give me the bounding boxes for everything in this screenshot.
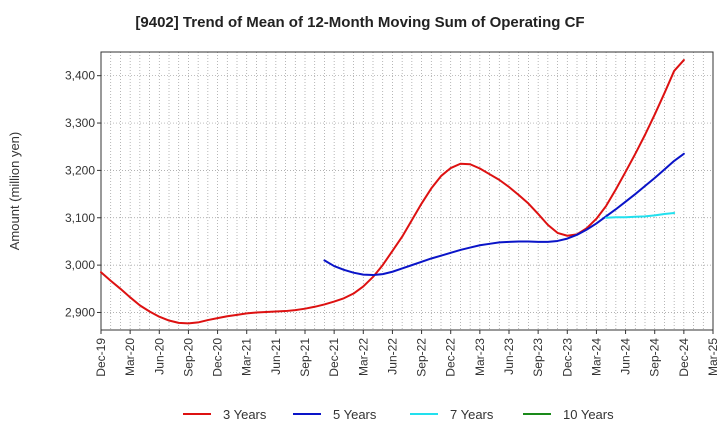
series-line-3-years bbox=[100, 59, 685, 325]
x-tick-label: Sep-21 bbox=[298, 338, 312, 377]
x-tick-label: Mar-23 bbox=[473, 338, 487, 376]
x-tick-label: Mar-21 bbox=[240, 338, 254, 376]
x-tick-label: Jun-20 bbox=[152, 338, 166, 375]
x-tick-label: Mar-22 bbox=[356, 338, 370, 376]
plot-frame bbox=[100, 51, 714, 331]
x-tick-label: Sep-24 bbox=[648, 338, 662, 377]
y-tick-label: 2,900 bbox=[65, 305, 95, 319]
legend-label: 10 Years bbox=[563, 407, 614, 422]
x-tick-label: Dec-23 bbox=[560, 338, 574, 377]
series-line-7-years bbox=[605, 212, 676, 219]
series-lines bbox=[100, 59, 685, 325]
x-tick-label: Dec-19 bbox=[94, 338, 108, 377]
x-tick-label: Jun-21 bbox=[269, 338, 283, 375]
x-tick-label: Jun-22 bbox=[385, 338, 399, 375]
legend: 3 Years 5 Years 7 Years 10 Years bbox=[183, 407, 614, 422]
x-tick-label: Dec-22 bbox=[444, 338, 458, 377]
y-tick-label: 3,200 bbox=[65, 163, 95, 177]
y-tick-label: 3,100 bbox=[65, 211, 95, 225]
legend-label: 3 Years bbox=[223, 407, 267, 422]
chart-title: [9402] Trend of Mean of 12-Month Moving … bbox=[135, 14, 584, 31]
x-tick-label: Dec-20 bbox=[211, 338, 225, 377]
y-tick-label: 3,000 bbox=[65, 258, 95, 272]
y-axis-ticks: 2,900 3,000 3,100 3,200 3,300 3,400 bbox=[65, 69, 101, 319]
x-tick-label: Sep-20 bbox=[181, 338, 195, 377]
x-tick-label: Sep-23 bbox=[531, 338, 545, 377]
x-tick-label: Jun-24 bbox=[619, 338, 633, 375]
x-tick-label: Dec-21 bbox=[327, 338, 341, 377]
y-tick-label: 3,400 bbox=[65, 69, 95, 83]
x-tick-label: Mar-20 bbox=[123, 338, 137, 376]
y-tick-label: 3,300 bbox=[65, 116, 95, 130]
grid bbox=[100, 52, 714, 330]
legend-label: 7 Years bbox=[450, 407, 494, 422]
x-tick-label: Mar-24 bbox=[589, 338, 603, 376]
legend-label: 5 Years bbox=[333, 407, 377, 422]
x-tick-label: Jun-23 bbox=[502, 338, 516, 375]
x-tick-label: Mar-25 bbox=[706, 338, 720, 376]
x-axis-ticks: Dec-19 Mar-20 Jun-20 Sep-20 Dec-20 Mar-21 Jun-… bbox=[94, 330, 720, 377]
x-tick-label: Dec-24 bbox=[677, 338, 691, 377]
x-tick-label: Sep-22 bbox=[415, 338, 429, 377]
y-axis-label: Amount (million yen) bbox=[7, 132, 22, 251]
series-line-5-years bbox=[323, 152, 685, 277]
